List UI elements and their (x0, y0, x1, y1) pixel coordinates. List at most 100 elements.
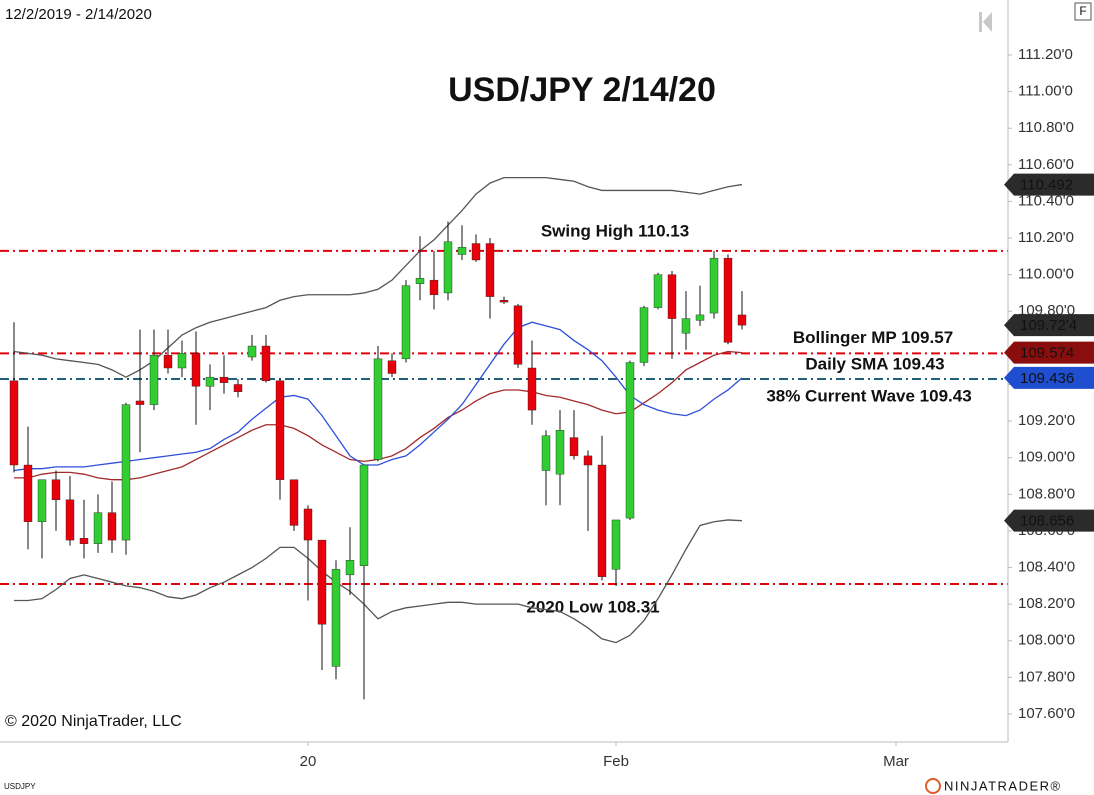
candle-body (639, 307, 649, 363)
candle-body (275, 380, 285, 480)
candle-body (583, 455, 593, 466)
price-marker (1004, 366, 1094, 389)
candle-body (401, 285, 411, 360)
candle-body (37, 479, 47, 522)
candle-body (79, 538, 89, 544)
price-marker (1004, 341, 1094, 364)
x-tick-label: Mar (883, 753, 909, 770)
candle-body (359, 464, 369, 566)
y-tick-label: 111.00'0 (1018, 83, 1073, 100)
candle-body (247, 345, 257, 358)
candle-body (149, 354, 159, 405)
candle-body (625, 362, 635, 519)
candle-body (443, 241, 453, 294)
candle-body (429, 279, 439, 295)
price-marker-label: 109.436 (1020, 370, 1074, 387)
candle-body (485, 243, 495, 297)
candle-body (289, 479, 299, 526)
y-tick-label: 110.40'0 (1018, 192, 1074, 209)
candle-body (415, 278, 425, 284)
indicator-line (13, 321, 743, 472)
date-range: 12/2/2019 - 2/14/2020 (5, 6, 152, 23)
price-markers: 110.492 108.656 109.574 109.436 109.72'4 (1004, 173, 1094, 532)
candle-body (191, 353, 201, 387)
chart-title: USD/JPY 2/14/20 (448, 71, 716, 109)
price-marker (1004, 314, 1094, 337)
candle-body (667, 274, 677, 319)
y-tick-label: 109.20'0 (1018, 412, 1075, 429)
candle-body (653, 274, 663, 308)
candle-body (303, 508, 313, 541)
price-marker-label: 108.656 (1020, 513, 1074, 530)
candle-body (471, 243, 481, 261)
candle-body (107, 512, 117, 541)
y-tick-label: 108.20'0 (1018, 595, 1075, 612)
brand-name: NINJATRADER® (944, 778, 1062, 793)
candle-body (555, 430, 565, 475)
candle-body (513, 305, 523, 365)
candle-body (345, 560, 355, 576)
y-tick-label: 107.60'0 (1018, 705, 1075, 722)
candle-body (177, 353, 187, 369)
candle-body (23, 464, 33, 522)
panel-button-label[interactable]: F (1079, 4, 1086, 18)
y-tick-label: 110.60'0 (1018, 156, 1074, 173)
levels: Swing High 110.13 Bollinger MP 109.57 Dail… (0, 221, 1008, 617)
level-label: 38% Current Wave 109.43 (766, 386, 971, 405)
x-tick-label: Feb (603, 753, 629, 770)
candle-body (205, 376, 215, 387)
candle-body (51, 479, 61, 501)
y-tick-label: 108.00'0 (1018, 632, 1075, 649)
level-label: Bollinger MP 109.57 (793, 328, 953, 347)
scroll-end-arrow[interactable] (983, 12, 992, 32)
candle-body (723, 257, 733, 343)
y-tick-label: 110.20'0 (1018, 229, 1074, 246)
scroll-end-button[interactable] (979, 12, 992, 32)
indicator-lines (13, 176, 743, 644)
symbol: USDJPY (4, 782, 36, 791)
candle-body (121, 404, 131, 541)
y-tick-label: 111.20'0 (1018, 46, 1073, 63)
panel-button-box[interactable] (1074, 2, 1092, 21)
labels: 12/2/2019 - 2/14/2020 USD/JPY 2/14/20 © … (4, 2, 1092, 794)
price-marker-label: 110.492 (1020, 177, 1073, 194)
y-tick-label: 107.80'0 (1018, 668, 1075, 685)
indicator-line (13, 176, 743, 378)
candle-body (387, 360, 397, 374)
candle-body (709, 257, 719, 314)
candle-body (135, 400, 145, 405)
indicator-line (14, 519, 743, 644)
y-tick-label: 110.80'0 (1018, 119, 1074, 136)
candle-body (681, 318, 691, 334)
y-tick-label: 109.00'0 (1018, 449, 1075, 466)
price-marker (1004, 509, 1094, 532)
x-tick-label: 20 (300, 753, 317, 770)
candle-body (331, 569, 341, 667)
candle-body (9, 380, 19, 466)
candle-body (597, 464, 607, 577)
candle-body (541, 435, 551, 471)
logo-icon (925, 778, 941, 794)
candle-body (261, 345, 271, 382)
y-tick-label: 108.80'0 (1018, 485, 1075, 502)
candle-body (695, 314, 705, 321)
candle-body (163, 354, 173, 369)
y-tick-label: 110.00'0 (1018, 266, 1074, 283)
level-label: 2020 Low 108.31 (526, 598, 659, 617)
candle-body (317, 539, 327, 625)
candle-body (457, 246, 467, 255)
candle-body (65, 499, 75, 541)
candle-body (527, 367, 537, 411)
candles (9, 221, 747, 700)
candle-body (569, 437, 579, 457)
price-marker-label: 109.574 (1020, 345, 1074, 362)
price-marker-label: 109.72'4 (1020, 317, 1077, 334)
panel-button[interactable]: F (1074, 2, 1092, 21)
candle-body (737, 314, 747, 326)
candle-body (373, 358, 383, 460)
brand-logo: NINJATRADER® (925, 778, 1062, 794)
scroll-end-bar[interactable] (979, 12, 982, 32)
candle-body (611, 519, 621, 570)
candle-body (233, 384, 243, 393)
